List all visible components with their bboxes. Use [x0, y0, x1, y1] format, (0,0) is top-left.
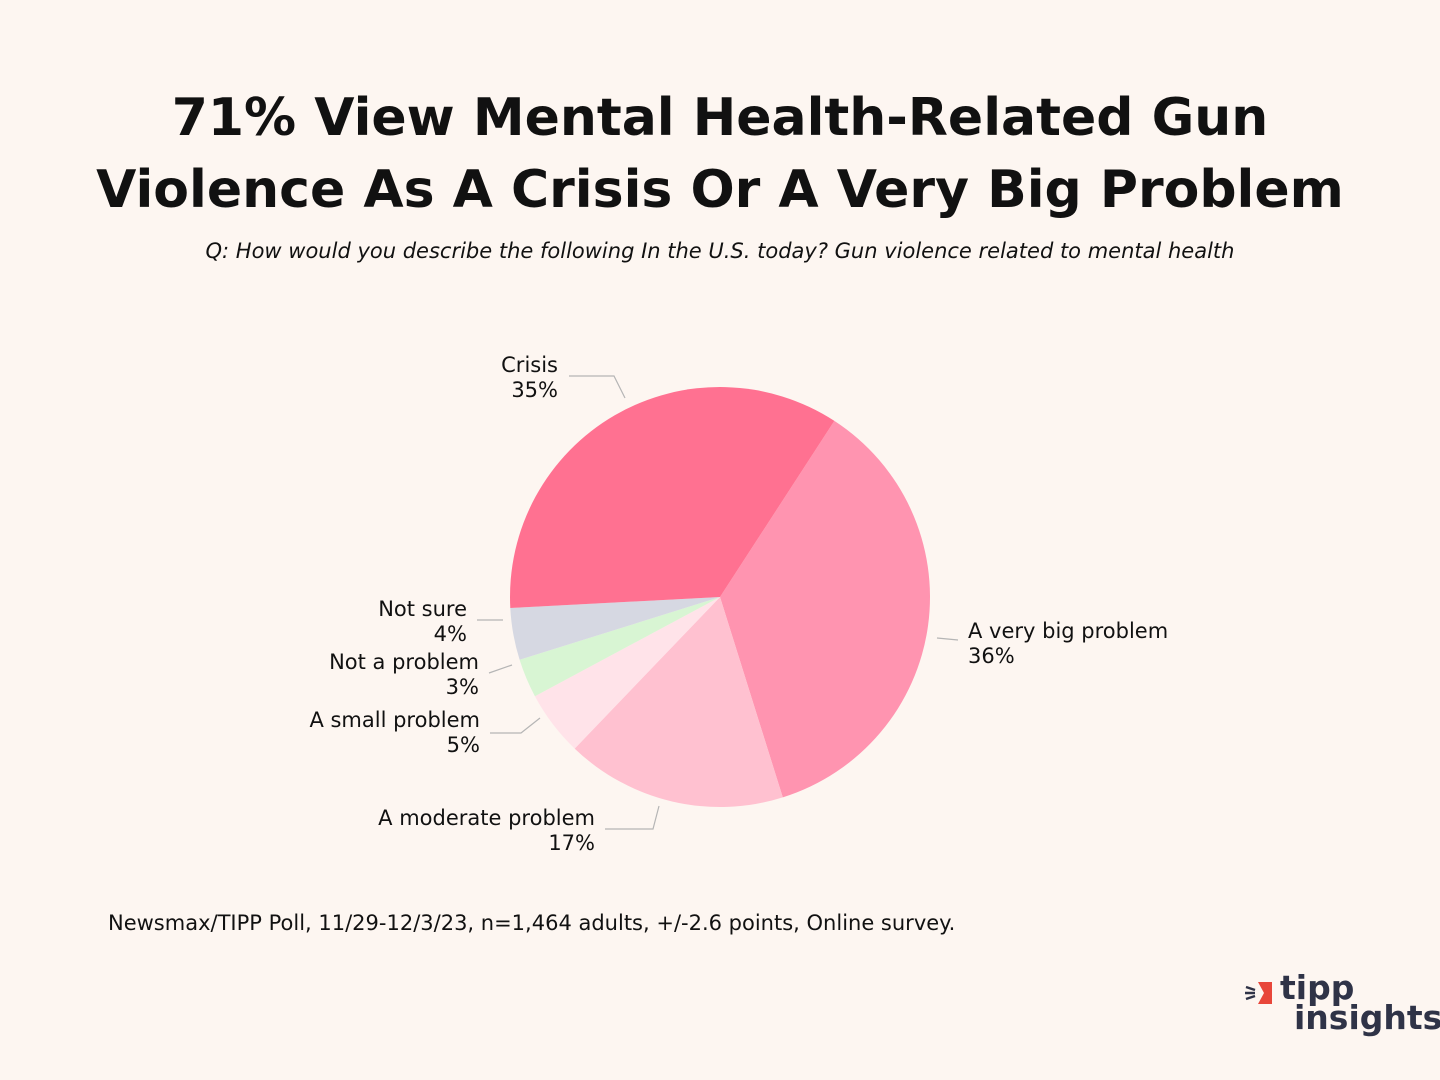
pie-slice-a-moderate-problem	[574, 597, 783, 807]
slice-value-not-sure: 4%	[434, 622, 467, 646]
chart-subtitle: Q: How would you describe the following …	[205, 239, 1235, 263]
slice-value-a-very-big-problem: 36%	[968, 644, 1015, 668]
pie-slices	[510, 387, 930, 807]
logo-text-insights: insights	[1294, 998, 1440, 1037]
chart-title-line-1: 71% View Mental Health-Related Gun	[171, 88, 1269, 148]
leader-line-not-a-problem	[488, 664, 513, 674]
logo-mark-icon	[1245, 982, 1272, 1004]
slice-value-a-small-problem: 5%	[447, 733, 480, 757]
slice-label-not-a-problem: Not a problem	[329, 650, 479, 674]
chart-title-line-2: Violence As A Crisis Or A Very Big Probl…	[96, 160, 1344, 220]
slice-label-a-small-problem: A small problem	[309, 708, 480, 732]
logo-text-tipp: tipp	[1280, 968, 1355, 1007]
pie-slice-a-small-problem	[534, 597, 720, 749]
slice-value-a-moderate-problem: 17%	[548, 831, 595, 855]
slice-value-not-a-problem: 3%	[446, 675, 479, 699]
chart-title: 71% View Mental Health-Related Gun Viole…	[0, 82, 1440, 226]
pie-slice-crisis	[510, 387, 835, 608]
slice-label-a-very-big-problem: A very big problem	[968, 619, 1168, 643]
leader-line-a-small-problem	[490, 717, 541, 734]
leader-line-a-very-big-problem	[936, 637, 959, 641]
leader-line-a-moderate-problem	[605, 805, 660, 830]
slice-label-not-sure: Not sure	[378, 597, 467, 621]
leader-line-crisis	[569, 375, 626, 399]
tipp-insights-logo: tipp insights	[1244, 968, 1440, 1036]
slice-label-a-moderate-problem: A moderate problem	[378, 806, 595, 830]
slice-label-crisis: Crisis	[501, 353, 558, 377]
pie-slice-not-sure	[510, 597, 720, 660]
pie-slice-not-a-problem	[519, 597, 720, 697]
label-leader-lines	[477, 375, 959, 830]
source-note: Newsmax/TIPP Poll, 11/29-12/3/23, n=1,46…	[108, 911, 956, 935]
pie-slice-a-very-big-problem	[720, 420, 930, 798]
slice-value-crisis: 35%	[511, 378, 558, 402]
